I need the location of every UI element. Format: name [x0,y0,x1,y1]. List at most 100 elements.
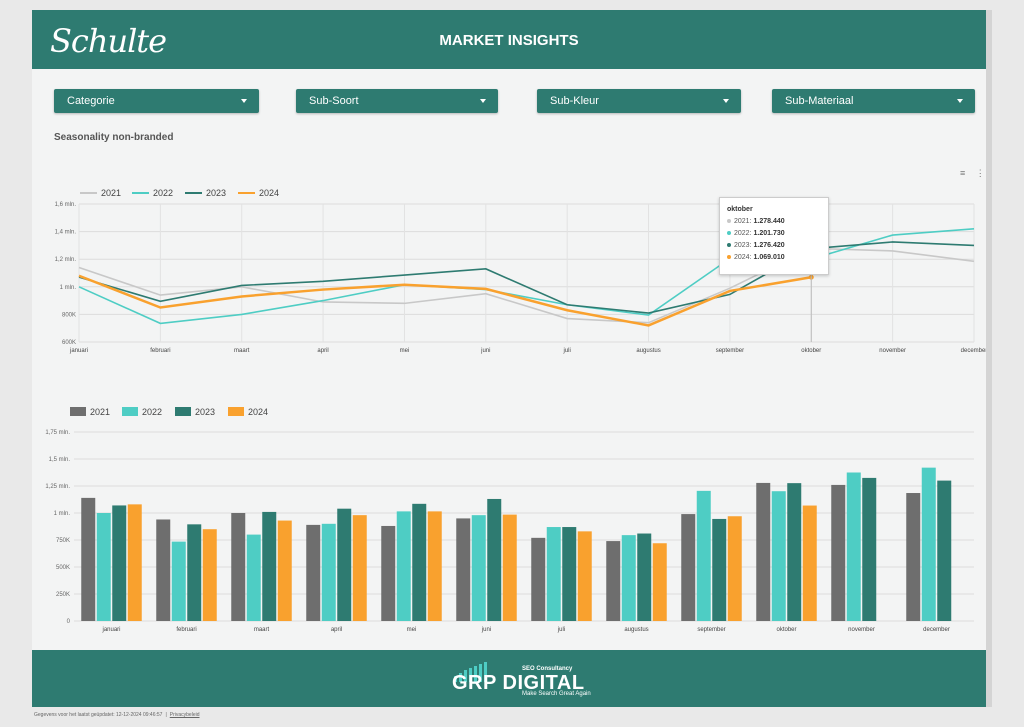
x-tick-label: april [317,348,328,354]
chart-toolbar: ≡ ⋮ [952,168,985,179]
bottom-note: Gegevens voor het laatst geüpdatet: 12-1… [34,712,200,718]
section-title: Seasonality non-branded [54,132,174,143]
tooltip-row-2021: 2021: 1.278.440 [727,218,785,225]
x-tick-label: juni [480,348,490,354]
legend-label-2021: 2021 [90,407,110,417]
y-tick-label: 1 mln. [60,285,77,291]
filter-categorie[interactable]: Categorie [54,89,259,113]
tooltip-title: oktober [727,206,753,213]
bar-2024 [802,505,817,621]
x-tick-label: juli [557,627,565,633]
grp-tagline-top: SEO Consultancy [522,666,573,672]
x-tick-label: februari [150,348,170,354]
x-tick-label: april [331,627,342,633]
x-tick-label: augustus [636,348,660,354]
y-tick-label: 1,6 mln. [55,202,77,208]
privacy-link[interactable]: Privacybeleid [169,712,200,718]
y-tick-label: 750K [56,538,70,544]
page-shadow [986,10,992,707]
bar-2023 [262,511,277,621]
x-tick-label: september [716,348,744,354]
y-tick-label: 1,75 mln. [45,430,70,436]
legend-label-2022: 2022 [142,407,162,417]
bar-2023 [712,518,727,621]
bar-2024 [352,515,367,621]
more-vert-icon[interactable]: ⋮ [975,168,985,178]
legend-label-2023: 2023 [195,407,215,417]
filter-label: Sub-Kleur [550,95,599,107]
legend-label-2024: 2024 [248,407,268,417]
grp-tagline-bottom: Make Search Great Again [522,691,591,697]
bar-2024 [127,504,142,621]
bar-2023 [787,483,802,621]
x-tick-label: december [961,348,986,354]
x-tick-label: november [879,348,906,354]
bar-2023 [937,480,952,621]
x-tick-label: maart [254,627,270,633]
bar-2022 [621,535,636,621]
y-tick-label: 1,4 mln. [55,230,77,236]
bar-2021 [831,484,846,621]
filter-sub-kleur[interactable]: Sub-Kleur [537,89,741,113]
filter-sub-soort[interactable]: Sub-Soort [296,89,498,113]
filter-label: Sub-Soort [309,95,359,107]
bar-2022 [771,491,786,621]
x-tick-label: maart [234,348,250,354]
x-tick-label: november [848,627,875,633]
bar-2023 [337,508,352,621]
legend-label-2024: 2024 [259,188,279,198]
filter-label: Categorie [67,95,115,107]
bar-2022 [696,490,711,621]
bar-2024 [577,531,592,621]
bar-2022 [546,527,561,621]
legend-label-2022: 2022 [153,188,173,198]
y-tick-label: 1,2 mln. [55,257,77,263]
header: Schulte MARKET INSIGHTS [32,10,986,69]
bar-chart: 2021 2022 2023 2024 0 250K 500K 750K 1 mln. 1,25 … [45,407,974,633]
page-title: MARKET INSIGHTS [439,32,579,49]
bar-2024 [727,516,742,621]
series-line-2022 [78,228,975,325]
grp-digital-logo: GRP DIGITAL [452,672,585,694]
schulte-logo: Schulte [50,22,167,60]
bar-2024 [502,514,517,621]
bar-2024 [202,529,217,621]
legend-swatch-2024 [228,407,244,416]
filter-sub-materiaal[interactable]: Sub-Materiaal [772,89,975,113]
bar-2023 [562,527,577,621]
bar-2023 [187,524,202,621]
x-tick-label: januari [69,348,88,354]
chevron-down-icon [723,99,729,103]
bar-2023 [637,533,652,621]
legend-swatch-2021 [70,407,86,416]
legend-label-2021: 2021 [101,188,121,198]
y-tick-label: 600K [62,340,76,346]
bar-2022 [846,472,861,621]
tooltip-row-2022: 2022: 1.201.730 [727,230,785,237]
grp-bars-icon [454,662,487,682]
bar-2021 [231,513,246,621]
x-tick-label: juni [481,627,491,633]
report-page: Schulte MARKET INSIGHTS Categorie Sub-So… [32,10,986,707]
chevron-down-icon [957,99,963,103]
bar-2024 [652,543,667,621]
tooltip-row-2023: 2023: 1.276.420 [727,242,785,249]
bar-2023 [112,505,127,621]
y-tick-label: 1,5 mln. [49,457,71,463]
bar-2021 [381,525,396,621]
y-tick-label: 0 [67,619,71,625]
x-tick-label: augustus [624,627,648,633]
bar-2022 [321,523,336,621]
filter-icon[interactable]: ≡ [960,168,966,178]
x-tick-label: mei [400,348,410,354]
bar-2023 [412,503,427,621]
x-tick-label: december [923,627,950,633]
legend-swatch-2023 [175,407,191,416]
bar-2023 [487,498,502,621]
series-line-2024 [78,274,812,327]
bar-2021 [81,497,96,621]
x-tick-label: februari [176,627,196,633]
x-tick-label: mei [407,627,417,633]
x-tick-label: juli [563,348,571,354]
bar-2022 [471,515,486,621]
